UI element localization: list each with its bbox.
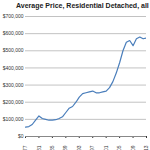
svg-text:$0: $0	[18, 133, 24, 139]
svg-text:1997: 1997	[89, 145, 95, 150]
svg-text:1981: 1981	[36, 145, 42, 150]
svg-text:2005: 2005	[116, 145, 122, 150]
svg-text:1977: 1977	[22, 145, 28, 150]
svg-text:$200,000: $200,000	[3, 99, 24, 105]
svg-text:2009: 2009	[130, 145, 136, 150]
svg-text:1993: 1993	[76, 145, 82, 150]
svg-text:$400,000: $400,000	[3, 65, 24, 71]
svg-text:$500,000: $500,000	[3, 47, 24, 53]
svg-text:$700,000: $700,000	[3, 13, 24, 19]
svg-text:1985: 1985	[49, 145, 55, 150]
svg-text:1989: 1989	[62, 145, 68, 150]
svg-text:$100,000: $100,000	[3, 116, 24, 122]
svg-text:2013: 2013	[143, 145, 149, 150]
svg-text:2001: 2001	[103, 145, 109, 150]
svg-text:$600,000: $600,000	[3, 30, 24, 36]
svg-text:$300,000: $300,000	[3, 82, 24, 88]
